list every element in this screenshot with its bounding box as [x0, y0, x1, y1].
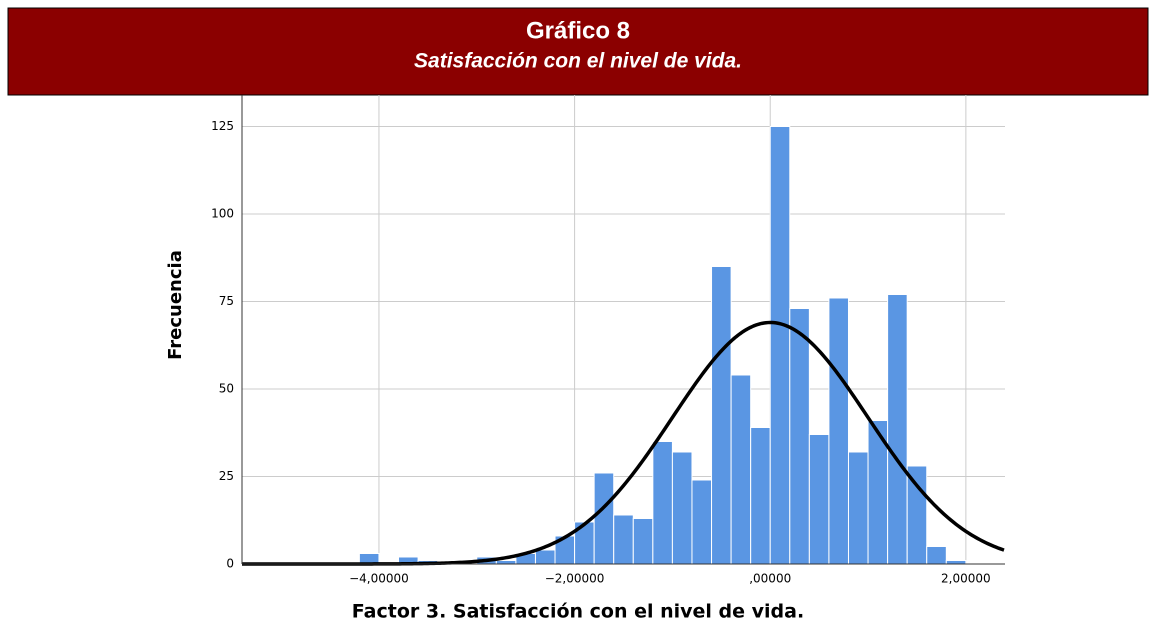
bar — [534, 549, 556, 565]
bar — [887, 294, 908, 565]
bar — [789, 308, 810, 565]
header-banner — [7, 7, 1149, 96]
x-tick-label: 2,00000 — [941, 572, 991, 586]
bar — [730, 374, 752, 565]
bar — [945, 560, 967, 565]
header-subtitle: Satisfacción con el nivel de vida. — [414, 50, 742, 73]
bar — [671, 451, 693, 565]
x-axis-label: Factor 3. Satisfacción con el nivel de v… — [352, 601, 804, 623]
bar — [750, 427, 771, 565]
bar — [906, 465, 928, 565]
bar — [691, 479, 713, 565]
bar — [828, 297, 849, 565]
bar — [926, 546, 947, 565]
y-tick-label: 75 — [219, 294, 234, 308]
x-tick-label: −4,00000 — [349, 572, 409, 586]
bar — [613, 514, 634, 565]
y-tick-label: 0 — [226, 557, 234, 571]
x-tick-label: −2,00000 — [545, 572, 605, 586]
bar — [495, 560, 517, 565]
bar — [808, 434, 830, 565]
header-title: Gráfico 8 — [526, 17, 630, 44]
y-tick-label: 50 — [219, 382, 234, 396]
bar — [769, 126, 791, 565]
y-tick-label: 25 — [219, 469, 234, 483]
bar — [593, 472, 615, 565]
bar — [652, 441, 673, 565]
y-tick-label: 100 — [211, 207, 234, 221]
x-tick-label: ,00000 — [749, 572, 791, 586]
bar — [711, 266, 732, 565]
y-tick-label: 125 — [211, 119, 234, 133]
y-axis-label: Frecuencia — [165, 250, 186, 360]
bar — [847, 451, 869, 565]
bar — [632, 518, 654, 565]
